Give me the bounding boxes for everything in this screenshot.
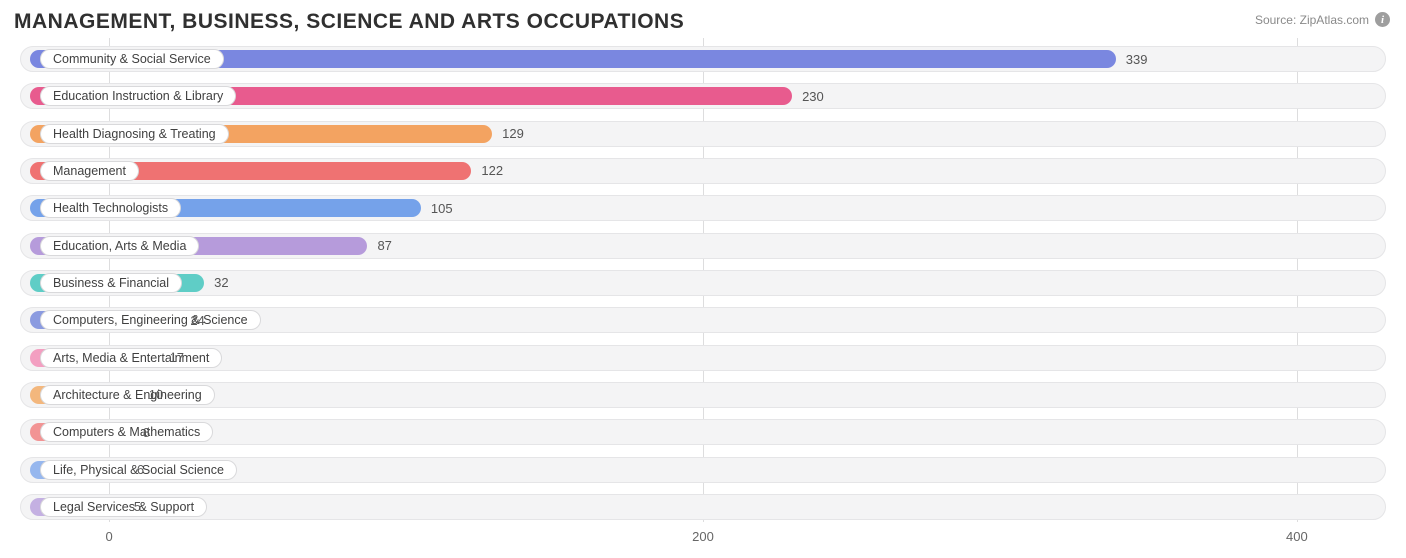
source-attribution: Source: ZipAtlas.com i <box>1255 12 1390 27</box>
bar-value-label: 6 <box>137 455 144 485</box>
category-label-pill: Education Instruction & Library <box>40 86 236 106</box>
bar-row: Arts, Media & Entertainment17 <box>14 343 1392 373</box>
bar-row: Legal Services & Support5 <box>14 492 1392 522</box>
category-label-pill: Arts, Media & Entertainment <box>40 348 222 368</box>
chart-title: Management, Business, Science and Arts O… <box>14 10 1392 34</box>
bar-track <box>20 382 1386 408</box>
bar-row: Management 122 <box>14 156 1392 186</box>
bar-value-label: 129 <box>502 119 524 149</box>
x-axis-tick-label: 400 <box>1286 529 1308 544</box>
bar-row: Computers, Engineering & Science24 <box>14 305 1392 335</box>
category-label-pill: Business & Financial <box>40 273 182 293</box>
bar-value-label: 230 <box>802 81 824 111</box>
bar-row: Business & Financial 32 <box>14 268 1392 298</box>
chart-plot-area: 0 200 400 Community & Social Service 339 Educ… <box>14 38 1392 548</box>
bar-value-label: 105 <box>431 193 453 223</box>
category-label-pill: Architecture & Engineering <box>40 385 215 405</box>
bar-value-label: 5 <box>134 492 141 522</box>
bar-row: Community & Social Service 339 <box>14 44 1392 74</box>
bar-value-label: 17 <box>170 343 184 373</box>
bar-value-label: 24 <box>190 305 204 335</box>
category-label-pill: Computers & Mathematics <box>40 422 213 442</box>
bar-value-label: 339 <box>1126 44 1148 74</box>
bar-row: Architecture & Engineering10 <box>14 380 1392 410</box>
bar-track <box>20 345 1386 371</box>
bar-value-label: 122 <box>481 156 503 186</box>
bar-row: Life, Physical & Social Science6 <box>14 455 1392 485</box>
bar-value-label: 32 <box>214 268 228 298</box>
bar-rows: Community & Social Service 339 Education I… <box>14 44 1392 522</box>
x-axis-tick-label: 200 <box>692 529 714 544</box>
category-label-pill: Community & Social Service <box>40 49 224 69</box>
category-label-pill: Health Technologists <box>40 198 181 218</box>
x-axis-tick-label: 0 <box>105 529 112 544</box>
info-icon[interactable]: i <box>1375 12 1390 27</box>
bar-row: Education, Arts & Media 87 <box>14 231 1392 261</box>
category-label-pill: Management <box>40 161 139 181</box>
bar-value-label: 8 <box>143 417 150 447</box>
category-label-pill: Education, Arts & Media <box>40 236 199 256</box>
bar-row: Health Diagnosing & Treating 129 <box>14 119 1392 149</box>
category-label-pill: Computers, Engineering & Science <box>40 310 261 330</box>
source-label: Source: ZipAtlas.com <box>1255 13 1369 27</box>
bar-value-label: 87 <box>377 231 391 261</box>
bar-row: Education Instruction & Library 230 <box>14 81 1392 111</box>
bar-value-label: 10 <box>149 380 163 410</box>
bar-track <box>20 494 1386 520</box>
bar-row: Computers & Mathematics8 <box>14 417 1392 447</box>
bar-track <box>20 419 1386 445</box>
bar-row: Health Technologists 105 <box>14 193 1392 223</box>
category-label-pill: Legal Services & Support <box>40 497 207 517</box>
category-label-pill: Health Diagnosing & Treating <box>40 124 229 144</box>
